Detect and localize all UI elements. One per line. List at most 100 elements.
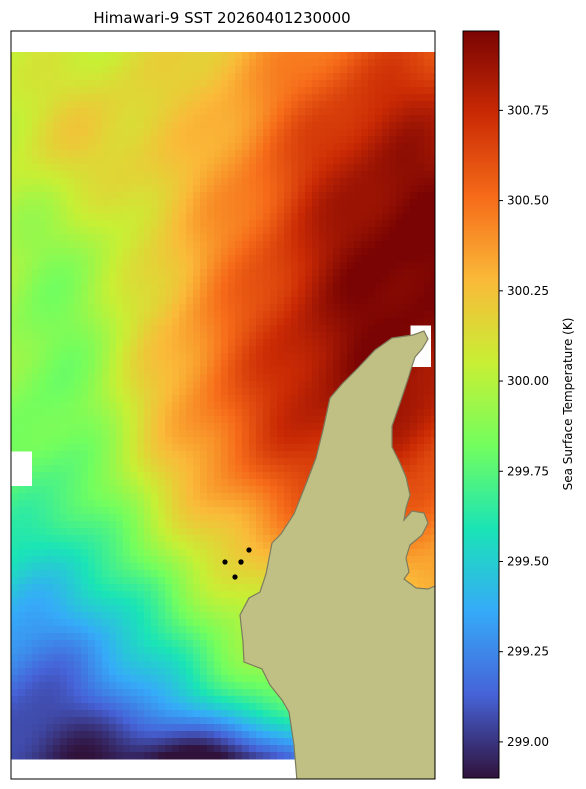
sst-cell [207, 283, 215, 291]
sst-cell [263, 472, 271, 480]
sst-cell [11, 80, 19, 88]
sst-cell [396, 255, 404, 263]
sst-cell [326, 304, 334, 312]
sst-cell [11, 185, 19, 193]
sst-cell [277, 430, 285, 438]
sst-cell [158, 192, 166, 200]
sst-cell [228, 129, 236, 137]
sst-cell [151, 122, 159, 130]
sst-cell [137, 535, 145, 543]
sst-cell [270, 430, 278, 438]
sst-cell [263, 521, 271, 529]
sst-cell [46, 402, 54, 410]
sst-cell [172, 339, 180, 347]
sst-cell [200, 290, 208, 298]
sst-cell [214, 493, 222, 501]
sst-cell [193, 52, 201, 60]
sst-cell [144, 465, 152, 473]
sst-cell [298, 115, 306, 123]
sst-cell [277, 108, 285, 116]
sst-cell [81, 409, 89, 417]
sst-cell [368, 255, 376, 263]
sst-cell [158, 465, 166, 473]
sst-cell [221, 234, 229, 242]
sst-cell [179, 353, 187, 361]
sst-cell [319, 73, 327, 81]
sst-cell [74, 234, 82, 242]
sst-cell [53, 388, 61, 396]
sst-cell [214, 94, 222, 102]
sst-cell [361, 262, 369, 270]
sst-cell [32, 157, 40, 165]
sst-cell [172, 514, 180, 522]
sst-cell [263, 206, 271, 214]
sst-cell [144, 549, 152, 557]
sst-cell [88, 150, 96, 158]
sst-cell [298, 465, 306, 473]
sst-cell [193, 346, 201, 354]
sst-cell [81, 220, 89, 228]
sst-cell [67, 563, 75, 571]
sst-cell [172, 535, 180, 543]
sst-cell [389, 297, 397, 305]
sst-cell [368, 290, 376, 298]
sst-cell [39, 297, 47, 305]
sst-cell [116, 248, 124, 256]
sst-cell [95, 115, 103, 123]
sst-cell [11, 241, 19, 249]
sst-cell [53, 339, 61, 347]
sst-cell [200, 430, 208, 438]
sst-cell [11, 332, 19, 340]
sst-cell [326, 206, 334, 214]
sst-cell [417, 192, 425, 200]
sst-cell [116, 332, 124, 340]
sst-cell [319, 381, 327, 389]
sst-cell [235, 220, 243, 228]
sst-cell [368, 136, 376, 144]
sst-cell [123, 143, 131, 151]
sst-cell [32, 612, 40, 620]
sst-cell [39, 437, 47, 445]
sst-cell [326, 353, 334, 361]
sst-cell [158, 157, 166, 165]
sst-cell [165, 465, 173, 473]
sst-cell [424, 206, 432, 214]
sst-cell [431, 304, 435, 312]
sst-cell [172, 206, 180, 214]
sst-cell [88, 402, 96, 410]
sst-cell [235, 458, 243, 466]
sst-cell [242, 374, 250, 382]
sst-cell [396, 234, 404, 242]
sst-cell [53, 276, 61, 284]
sst-cell [417, 150, 425, 158]
sst-cell [382, 59, 390, 67]
sst-cell [417, 122, 425, 130]
sst-cell [291, 465, 299, 473]
sst-cell [396, 129, 404, 137]
sst-cell [228, 143, 236, 151]
sst-cell [319, 290, 327, 298]
sst-cell [228, 472, 236, 480]
sst-cell [193, 458, 201, 466]
sst-cell [305, 108, 313, 116]
sst-cell [431, 402, 435, 410]
sst-cell [382, 136, 390, 144]
sst-cell [116, 87, 124, 95]
sst-cell [32, 409, 40, 417]
sst-cell [95, 241, 103, 249]
sst-cell [39, 192, 47, 200]
sst-cell [186, 507, 194, 515]
sst-cell [305, 430, 313, 438]
sst-cell [228, 465, 236, 473]
sst-cell [298, 402, 306, 410]
sst-cell [116, 549, 124, 557]
sst-cell [172, 59, 180, 67]
sst-cell [242, 283, 250, 291]
sst-cell [18, 213, 26, 221]
sst-cell [410, 416, 418, 424]
sst-cell [109, 528, 117, 536]
sst-cell [158, 129, 166, 137]
sst-cell [417, 402, 425, 410]
sst-cell [389, 80, 397, 88]
sst-cell [193, 73, 201, 81]
